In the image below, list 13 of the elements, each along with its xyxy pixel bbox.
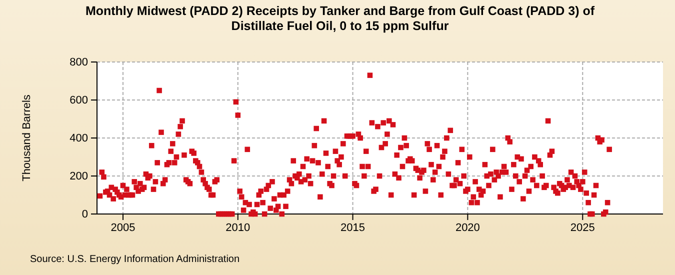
source-note: Source: U.S. Energy Information Administration (30, 254, 240, 265)
x-tick-label: 2025 (570, 222, 595, 234)
y-tick-label: 600 (70, 94, 88, 107)
x-tick-label: 2005 (110, 222, 136, 234)
x-tick-label: 2010 (226, 222, 250, 234)
y-tick-label: 0 (82, 208, 88, 221)
y-tick-label: 400 (70, 132, 88, 145)
y-tick-label: 200 (70, 170, 88, 183)
chart-title: Monthly Midwest (PADD 2) Receipts by Tanker and Barge from Gulf Coast (PADD 3) of Distillate Fuel Oil, 0 to 15 ppm Sulfur (84, 4, 596, 34)
x-tick-label: 2015 (340, 222, 366, 234)
x-tick-label: 2020 (455, 222, 480, 234)
y-tick-label: 800 (70, 56, 88, 69)
y-axis-title: Thousand Barrels (21, 94, 33, 182)
